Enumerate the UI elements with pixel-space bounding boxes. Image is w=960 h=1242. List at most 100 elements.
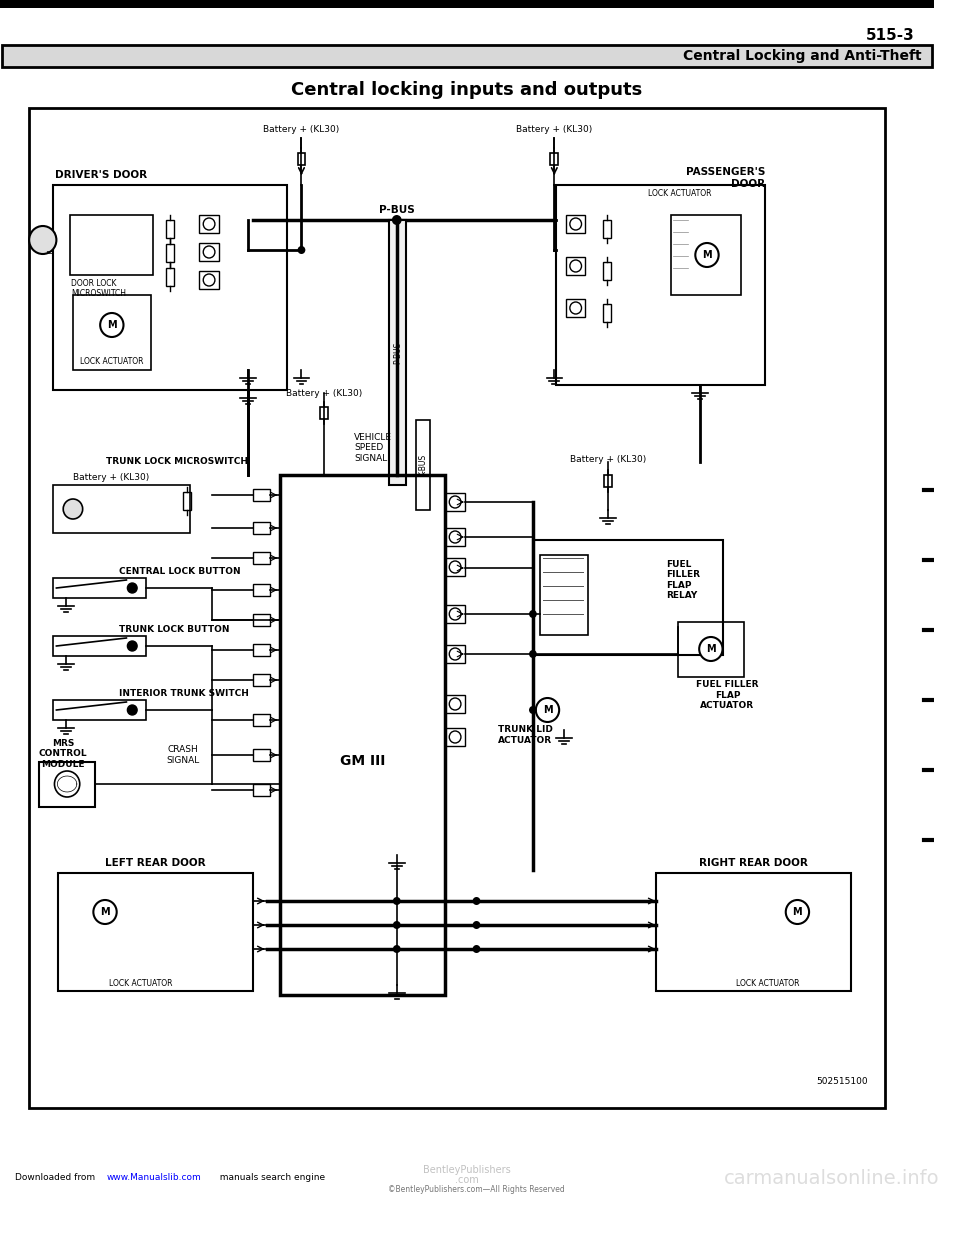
- Text: TRUNK LOCK MICROSWITCH: TRUNK LOCK MICROSWITCH: [106, 457, 248, 467]
- Text: 515-3: 515-3: [865, 27, 914, 42]
- Text: Downloaded from: Downloaded from: [14, 1174, 98, 1182]
- Text: DRIVER'S DOOR: DRIVER'S DOOR: [56, 170, 148, 180]
- Bar: [445, 696, 465, 713]
- Text: MRS
CONTROL
MODULE: MRS CONTROL MODULE: [39, 739, 87, 769]
- Bar: [671, 215, 741, 296]
- Circle shape: [570, 260, 582, 272]
- Bar: [70, 215, 153, 274]
- Circle shape: [529, 705, 537, 714]
- Bar: [54, 185, 287, 390]
- Text: Central Locking and Anti-Theft: Central Locking and Anti-Theft: [684, 48, 922, 63]
- Text: P-BUS: P-BUS: [379, 205, 415, 215]
- Text: K-BUS: K-BUS: [419, 453, 427, 476]
- Text: manuals search engine: manuals search engine: [214, 1174, 325, 1182]
- Text: CENTRAL LOCK BUTTON: CENTRAL LOCK BUTTON: [119, 568, 240, 576]
- Circle shape: [570, 219, 582, 230]
- Bar: [445, 493, 465, 510]
- Text: =: =: [45, 248, 52, 257]
- Circle shape: [298, 246, 305, 255]
- Bar: [540, 555, 588, 635]
- Text: CRASH
SIGNAL: CRASH SIGNAL: [166, 745, 200, 765]
- Circle shape: [529, 650, 537, 658]
- Text: Battery + (KL30): Battery + (KL30): [516, 125, 592, 134]
- Circle shape: [449, 532, 461, 543]
- Bar: [252, 522, 271, 534]
- Text: M: M: [542, 705, 552, 715]
- Bar: [298, 153, 305, 165]
- Bar: [603, 304, 611, 322]
- Bar: [417, 420, 430, 510]
- Bar: [252, 645, 271, 656]
- Bar: [2, 45, 931, 67]
- Bar: [252, 614, 271, 626]
- Bar: [73, 296, 151, 370]
- Circle shape: [393, 922, 400, 929]
- Bar: [166, 243, 174, 262]
- Circle shape: [695, 243, 719, 267]
- Circle shape: [100, 313, 124, 337]
- Circle shape: [393, 945, 400, 953]
- Bar: [320, 407, 327, 419]
- Circle shape: [472, 945, 480, 953]
- Circle shape: [449, 609, 461, 620]
- Bar: [566, 257, 586, 274]
- Text: .com: .com: [455, 1175, 479, 1185]
- Circle shape: [570, 302, 582, 314]
- Bar: [29, 108, 885, 1108]
- Circle shape: [128, 641, 137, 651]
- Text: LOCK ACTUATOR: LOCK ACTUATOR: [649, 189, 712, 197]
- Bar: [252, 784, 271, 796]
- Bar: [445, 558, 465, 576]
- Circle shape: [204, 219, 215, 230]
- Circle shape: [393, 897, 400, 905]
- Circle shape: [699, 637, 723, 661]
- Bar: [252, 714, 271, 727]
- Text: FUEL FILLER
FLAP
ACTUATOR: FUEL FILLER FLAP ACTUATOR: [696, 681, 758, 710]
- Text: www.Manualslib.com: www.Manualslib.com: [107, 1174, 202, 1182]
- Text: Central locking inputs and outputs: Central locking inputs and outputs: [291, 81, 642, 99]
- Text: M: M: [793, 907, 803, 917]
- Text: DOOR LOCK
MICROSWITCH: DOOR LOCK MICROSWITCH: [71, 279, 126, 298]
- Bar: [604, 474, 612, 487]
- Text: INTERIOR TRUNK SWITCH: INTERIOR TRUNK SWITCH: [119, 689, 249, 698]
- Text: ©BentleyPublishers.com—All Rights Reserved: ©BentleyPublishers.com—All Rights Reserv…: [388, 1186, 564, 1195]
- Bar: [200, 243, 219, 261]
- Text: Battery + (KL30): Battery + (KL30): [569, 456, 646, 465]
- Circle shape: [785, 900, 809, 924]
- Bar: [166, 268, 174, 286]
- Text: M: M: [702, 250, 711, 260]
- Bar: [166, 220, 174, 238]
- Circle shape: [29, 226, 57, 255]
- Bar: [445, 728, 465, 746]
- Bar: [252, 584, 271, 596]
- Circle shape: [472, 897, 480, 905]
- Text: LOCK ACTUATOR: LOCK ACTUATOR: [109, 979, 173, 987]
- Bar: [252, 674, 271, 686]
- Bar: [252, 749, 271, 761]
- Circle shape: [63, 499, 83, 519]
- Text: FUEL
FILLER
FLAP
RELAY: FUEL FILLER FLAP RELAY: [666, 560, 700, 600]
- Bar: [556, 185, 765, 385]
- Circle shape: [55, 771, 80, 797]
- Circle shape: [93, 900, 117, 924]
- Bar: [603, 262, 611, 279]
- Bar: [566, 299, 586, 317]
- Bar: [657, 873, 851, 991]
- Circle shape: [472, 922, 480, 929]
- Text: TRUNK LID
ACTUATOR: TRUNK LID ACTUATOR: [497, 725, 553, 745]
- Text: TRUNK LOCK BUTTON: TRUNK LOCK BUTTON: [119, 626, 229, 635]
- Text: Battery + (KL30): Battery + (KL30): [73, 473, 149, 482]
- Bar: [566, 215, 586, 233]
- Circle shape: [449, 698, 461, 710]
- Circle shape: [128, 582, 137, 592]
- Circle shape: [204, 274, 215, 286]
- Bar: [280, 474, 445, 995]
- Text: M: M: [107, 320, 117, 330]
- Bar: [603, 220, 611, 238]
- Bar: [182, 492, 191, 510]
- Circle shape: [449, 496, 461, 508]
- Circle shape: [536, 698, 559, 722]
- Text: GM III: GM III: [340, 754, 385, 768]
- Text: RIGHT REAR DOOR: RIGHT REAR DOOR: [699, 858, 808, 868]
- Text: LOCK ACTUATOR: LOCK ACTUATOR: [80, 358, 144, 366]
